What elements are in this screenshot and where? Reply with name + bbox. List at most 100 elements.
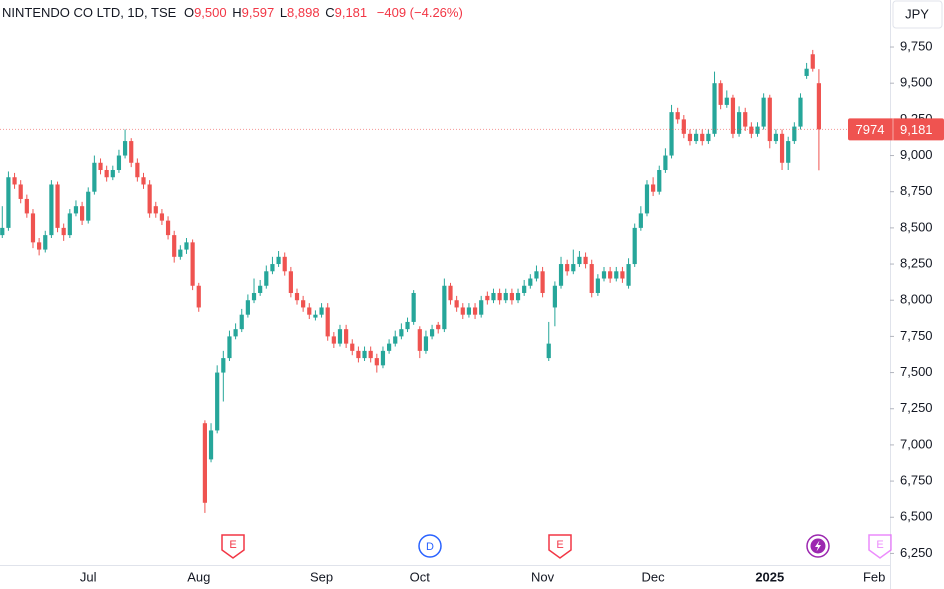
candle-body bbox=[509, 292, 514, 301]
event-badge bbox=[548, 534, 572, 559]
candle-body bbox=[479, 300, 484, 315]
candle-body bbox=[227, 336, 232, 359]
candle-body bbox=[583, 256, 588, 265]
ohlc-value: 8,898 bbox=[287, 5, 320, 20]
candle-body bbox=[356, 350, 361, 359]
candle-body bbox=[202, 423, 207, 503]
candle-body bbox=[522, 285, 527, 293]
candle-body bbox=[67, 213, 72, 236]
candle-body bbox=[55, 184, 60, 228]
candle-body bbox=[761, 97, 766, 127]
event-marker[interactable] bbox=[806, 534, 830, 558]
event-marker[interactable]: E bbox=[868, 534, 892, 559]
candle-body bbox=[294, 292, 300, 301]
candle-body bbox=[245, 300, 250, 315]
event-marker[interactable]: E bbox=[548, 534, 572, 559]
candle-body bbox=[442, 285, 447, 330]
event-badge bbox=[221, 534, 245, 559]
candle-body bbox=[454, 300, 459, 308]
candle-body bbox=[565, 264, 570, 272]
candle-body bbox=[534, 271, 539, 279]
candle-body bbox=[215, 372, 220, 431]
candle-body bbox=[30, 213, 36, 243]
ohlc-letter: L bbox=[280, 5, 287, 20]
y-tick-label: 8,000 bbox=[900, 292, 933, 307]
y-tick-label: 8,500 bbox=[900, 219, 933, 234]
legend-header: NINTENDO CO LTD, 1D, TSE O9,500 H9,597 L… bbox=[2, 5, 463, 20]
candle-body bbox=[251, 292, 257, 301]
candle-body bbox=[663, 155, 668, 171]
candle-body bbox=[694, 133, 699, 142]
y-tick-label: 9,000 bbox=[900, 147, 933, 162]
candle-body bbox=[651, 184, 656, 192]
candle-body bbox=[18, 184, 23, 199]
ticker-tag: 7974 bbox=[856, 122, 885, 137]
candle-body bbox=[558, 264, 564, 286]
candle-body bbox=[700, 133, 705, 142]
candle-body bbox=[485, 295, 490, 301]
x-tick-label: Feb bbox=[863, 569, 885, 584]
y-tick-label: 8,750 bbox=[900, 183, 933, 198]
candle-body bbox=[37, 242, 42, 250]
candle-body bbox=[503, 292, 508, 301]
currency-label: JPY bbox=[905, 6, 929, 21]
plot-area bbox=[0, 49, 890, 513]
candle-body bbox=[258, 285, 263, 293]
candle-body bbox=[706, 133, 711, 142]
candle-body bbox=[362, 350, 367, 359]
candle-body bbox=[43, 235, 48, 250]
candle-body bbox=[411, 292, 416, 322]
candle-body bbox=[104, 170, 109, 178]
x-tick-label: 2025 bbox=[755, 569, 784, 584]
candle-body bbox=[675, 112, 680, 120]
y-tick-label: 7,750 bbox=[900, 328, 933, 343]
candle-body bbox=[325, 307, 330, 337]
event-label: E bbox=[229, 539, 236, 551]
candle-body bbox=[540, 271, 545, 293]
event-marker[interactable]: E bbox=[221, 534, 245, 559]
candle-body bbox=[632, 227, 637, 265]
currency-box[interactable] bbox=[892, 0, 943, 29]
candle-body bbox=[92, 162, 97, 192]
candle-body bbox=[49, 184, 54, 236]
candle-body bbox=[405, 321, 410, 330]
candle-body bbox=[773, 133, 779, 142]
event-label: E bbox=[556, 539, 563, 551]
event-marker[interactable]: D bbox=[418, 534, 442, 558]
y-tick-label: 6,500 bbox=[900, 509, 933, 524]
candle-body bbox=[264, 271, 269, 286]
candle-body bbox=[337, 329, 343, 344]
ohlc-value: 9,181 bbox=[335, 5, 368, 20]
ohlc-value: 9,500 bbox=[194, 5, 227, 20]
candle-body bbox=[239, 314, 244, 330]
candle-body bbox=[313, 314, 318, 318]
price-tag bbox=[848, 118, 944, 141]
candle-body bbox=[608, 271, 613, 279]
candle-body bbox=[491, 292, 496, 301]
x-tick-label: Dec bbox=[642, 569, 666, 584]
candle-body bbox=[288, 271, 293, 293]
candle-body bbox=[681, 119, 686, 134]
candle-body bbox=[98, 162, 103, 171]
candle-body bbox=[601, 271, 607, 279]
event-icon bbox=[815, 540, 821, 552]
candle-body bbox=[399, 329, 404, 337]
candle-body bbox=[86, 191, 91, 221]
y-tick-label: 7,500 bbox=[900, 364, 933, 379]
candle-body bbox=[190, 242, 195, 286]
candle-body bbox=[644, 184, 650, 214]
candle-body bbox=[147, 184, 152, 214]
candle-body bbox=[270, 264, 275, 272]
candle-body bbox=[141, 177, 146, 185]
ohlc-letter: C bbox=[325, 5, 334, 20]
candle-body bbox=[810, 54, 815, 69]
change-value: −409 (−4.26%) bbox=[377, 5, 463, 20]
candle-body bbox=[798, 97, 803, 127]
candle-body bbox=[233, 329, 238, 337]
candle-body bbox=[221, 358, 226, 373]
y-tick-label: 7,000 bbox=[900, 436, 933, 451]
candle-body bbox=[423, 336, 429, 351]
candle-body bbox=[589, 264, 594, 293]
